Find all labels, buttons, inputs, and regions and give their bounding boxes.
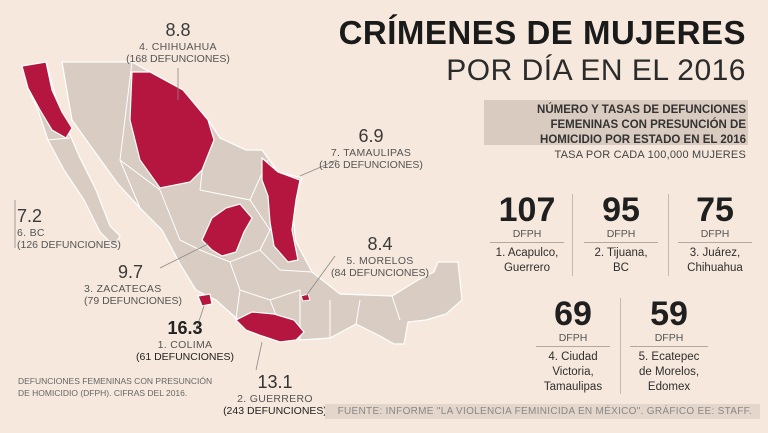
city-name-line-1: 5. Ecatepec (638, 351, 700, 363)
deaths-count: (168 DEFUNCIONES) (126, 52, 230, 65)
city-rank-4: 69 DFPH 4. Ciudad Victoria, Tamaulipas (530, 296, 616, 395)
city-name-line-2: Guerrero (503, 262, 551, 274)
rate-note: TASA POR CADA 100,000 MUJERES (554, 149, 746, 161)
subtitle-line-3: HOMICIDIO POR ESTADO EN EL 2016 (540, 134, 746, 146)
label-guerrero: 13.1 2. GUERRERO (243 DEFUNCIONES) (220, 372, 330, 417)
deaths-count: (79 DEFUNCIONES) (84, 294, 183, 307)
subtitle-line-2: FEMENINAS CON PRESUNCIÓN DE (550, 119, 746, 131)
subtitle-line-1: NÚMERO Y TASAS DE DEFUNCIONES (537, 104, 746, 116)
label-colima: 16.3 1. COLIMA (61 DEFUNCIONES) (130, 318, 240, 363)
city-value: 95 (602, 191, 640, 229)
state-name: 5. MORELOS (346, 254, 414, 267)
city-rank-3: 75 DFPH 3. Juárez, Chihuahua (672, 192, 758, 276)
city-rank-1: 107 DFPH 1. Acapulco, Guerrero (484, 192, 570, 276)
divider (572, 194, 573, 276)
subtitle-box (484, 100, 748, 145)
city-rank-2: 95 DFPH 2. Tijuana, BC (578, 192, 664, 276)
state-colima (197, 293, 213, 307)
label-chihuahua: 8.8 4. CHIHUAHUA (168 DEFUNCIONES) (118, 20, 238, 65)
subtitle: NÚMERO Y TASAS DE DEFUNCIONES FEMENINAS … (537, 103, 746, 148)
state-morelos (300, 293, 311, 302)
source-credit: FUENTE: INFORME "LA VIOLENCIA FEMINICIDA… (325, 404, 760, 419)
rate-value: 16.3 (167, 318, 203, 338)
rate-value: 13.1 (257, 372, 293, 392)
deaths-count: (126 DEFUNCIONES) (17, 238, 121, 251)
state-name: 3. ZACATECAS (84, 282, 162, 295)
footnote-line-2: DE HOMICIDIO (DFPH). CIFRAS DEL 2016. (18, 388, 188, 398)
city-name-line-2: Victoria, (552, 366, 594, 378)
label-tamaulipas: 6.9 7. TAMAULIPAS (126 DEFUNCIONES) (316, 126, 426, 171)
label-zacatecas: 9.7 3. ZACATECAS (79 DEFUNCIONES) (84, 262, 204, 307)
state-name: 1. COLIMA (157, 338, 213, 351)
city-value: 69 (554, 295, 592, 333)
city-name-line-3: Edomex (647, 381, 691, 393)
state-name: 6. BC (17, 226, 45, 239)
footnote-line-1: DEFUNCIONES FEMENINAS CON PRESUNCIÓN (18, 376, 213, 386)
city-unit: DFPH (536, 332, 610, 347)
divider (620, 298, 621, 394)
city-unit: DFPH (584, 228, 658, 243)
city-name-line-3: Tamaulipas (543, 381, 603, 393)
city-value: 107 (498, 191, 556, 229)
leader-lines (14, 68, 338, 371)
title-line-1: CRÍMENES DE MUJERES (338, 14, 746, 51)
state-tamaulipas (261, 156, 301, 263)
city-name-line-2: de Morelos, (638, 366, 700, 378)
city-name-line-1: 4. Ciudad (548, 351, 598, 363)
city-value: 75 (696, 191, 734, 229)
deaths-count: (126 DEFUNCIONES) (319, 158, 423, 171)
state-name: 2. GUERRERO (237, 392, 313, 405)
city-rank-5: 59 DFPH 5. Ecatepec de Morelos, Edomex (624, 296, 714, 395)
footnote: DEFUNCIONES FEMENINAS CON PRESUNCIÓN DE … (18, 375, 212, 399)
deaths-count: (61 DEFUNCIONES) (135, 350, 234, 363)
state-name: 7. TAMAULIPAS (330, 146, 412, 159)
state-chihuahua (129, 71, 215, 189)
state-guerrero (234, 311, 305, 343)
city-name-line-2: BC (613, 262, 629, 274)
state-zacatecas (201, 203, 253, 257)
state-name: 4. CHIHUAHUA (139, 40, 217, 53)
state-borders (45, 61, 401, 340)
rate-value: 9.7 (118, 262, 144, 282)
rate-value: 7.2 (17, 206, 43, 226)
deaths-count: (84 DEFUNCIONES) (330, 266, 429, 279)
title-line-2: POR DÍA EN EL 2016 (446, 54, 746, 87)
city-name-line-1: 3. Juárez, (689, 247, 741, 259)
city-unit: DFPH (678, 228, 752, 243)
city-unit: DFPH (490, 228, 564, 243)
city-unit: DFPH (630, 332, 708, 347)
city-name-line-1: 2. Tijuana, (594, 247, 648, 259)
rate-value: 8.8 (165, 20, 191, 40)
state-baja-california (21, 61, 73, 139)
divider (668, 194, 669, 276)
deaths-count: (243 DEFUNCIONES) (223, 404, 327, 417)
label-morelos: 8.4 5. MORELOS (84 DEFUNCIONES) (330, 234, 430, 279)
label-baja-california: 7.2 6. BC (126 DEFUNCIONES) (17, 206, 137, 251)
city-name-line-2: Chihuahua (687, 262, 743, 274)
rate-value: 6.9 (358, 126, 384, 146)
city-value: 59 (650, 295, 688, 333)
city-name-line-1: 1. Acapulco, (495, 247, 559, 259)
rate-value: 8.4 (367, 234, 393, 254)
